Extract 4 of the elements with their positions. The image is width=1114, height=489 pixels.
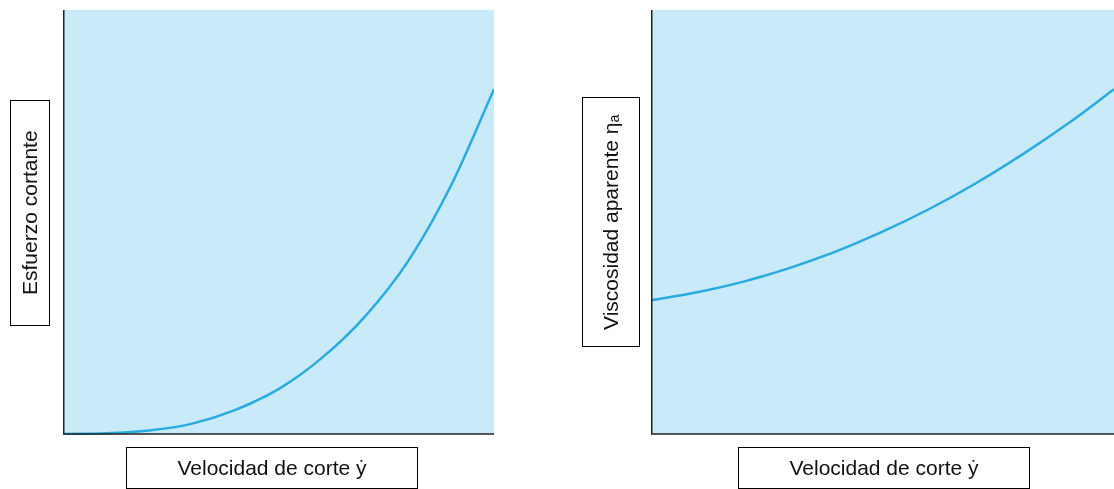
y-axis-title: Esfuerzo cortante bbox=[10, 100, 50, 326]
x-axis-title: Velocidad de corte ẏ bbox=[738, 447, 1030, 489]
y-axis-title: Viscosidad aparente ηₐ bbox=[582, 97, 640, 347]
x-axis-title: Velocidad de corte ẏ bbox=[126, 447, 418, 489]
